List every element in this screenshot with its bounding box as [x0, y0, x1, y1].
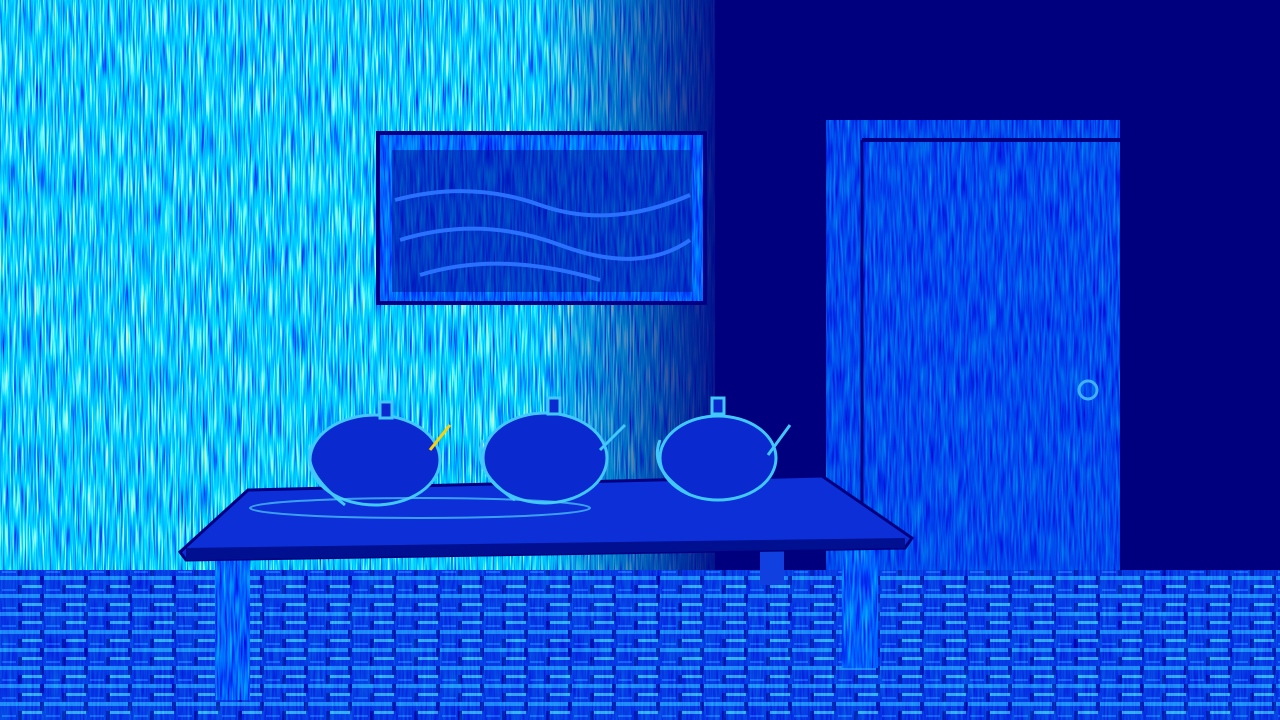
picture-strokes [394, 189, 692, 282]
teapots [307, 396, 792, 507]
door [826, 120, 1120, 575]
teapot [481, 411, 609, 505]
floor [0, 570, 1280, 720]
table-leg [215, 560, 250, 700]
table-edge [186, 538, 905, 560]
frame-border [376, 131, 707, 305]
teapot-handle [655, 439, 691, 497]
teapot-spout [428, 424, 452, 451]
teapot-spout [766, 424, 792, 456]
door-tint [826, 120, 1120, 575]
floor-noise [0, 570, 1280, 720]
teapot-lid [710, 396, 726, 416]
teapot-spout [598, 423, 627, 452]
teapot-handle [478, 439, 516, 502]
teapot-lid [546, 396, 562, 416]
teapot [658, 414, 778, 502]
table-leg [760, 550, 784, 585]
teapot-lid [378, 400, 394, 420]
door-knob [1077, 379, 1099, 401]
reflection [249, 497, 591, 519]
table-leg [842, 548, 878, 668]
